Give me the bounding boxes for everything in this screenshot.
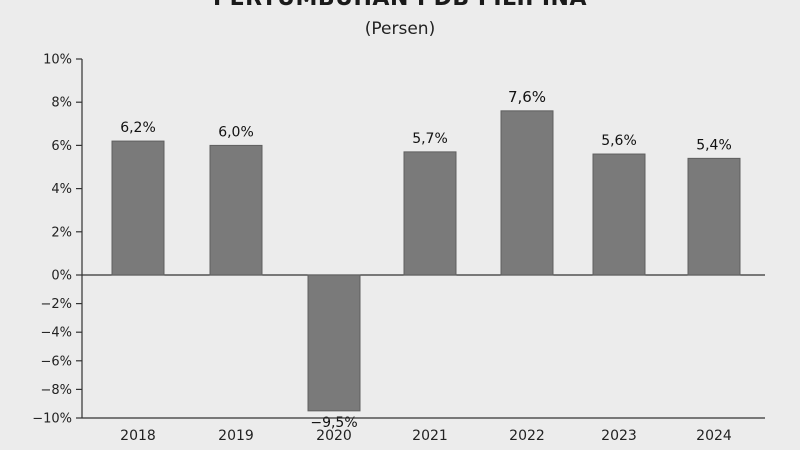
x-tick-label: 2022 [509, 428, 545, 444]
x-tick-label: 2019 [218, 428, 254, 444]
x-tick-label: 2023 [601, 428, 637, 444]
y-tick-label: −10% [32, 412, 72, 427]
data-label-2020: −9,5% [310, 415, 357, 431]
bars [111, 110, 741, 412]
chart-title: PERTUMBUHAN PDB FILIPINA [0, 0, 800, 11]
chart-subtitle: (Persen) [364, 19, 436, 39]
x-tick-label: 2024 [696, 428, 732, 444]
y-tick-label: 10% [43, 53, 72, 68]
y-tick-label: 0% [51, 269, 72, 284]
y-tick-label: −2% [40, 297, 72, 312]
x-axis: 2018 2019 2020 2021 2022 2023 2024 [82, 417, 765, 444]
bar-2021 [403, 151, 457, 276]
y-tick-label: −4% [40, 326, 72, 341]
bar-2020 [307, 274, 361, 412]
y-tick-label: −8% [40, 383, 72, 398]
y-axis: 10% 8% 6% 4% 2% 0% −2% −4% −6% −8% −10% [32, 53, 83, 427]
data-label-2022: 7,6% [508, 88, 546, 106]
bar-2018 [111, 140, 165, 276]
bar-2019 [209, 144, 263, 276]
y-tick-label: 2% [51, 225, 72, 240]
data-label-2023: 5,6% [601, 133, 637, 149]
y-tick-label: 4% [51, 182, 72, 197]
x-tick-label: 2018 [120, 428, 156, 444]
data-labels: 6,2% 6,0% −9,5% 5,7% 7,6% 5,6% 5,4% [120, 88, 732, 431]
x-tick-label: 2020 [316, 428, 352, 444]
y-tick-label: 6% [51, 139, 72, 154]
y-tick-label: 8% [51, 96, 72, 111]
bar-2022 [500, 110, 554, 276]
bar-2024 [687, 157, 741, 276]
y-tick-label: −6% [40, 354, 72, 369]
x-tick-label: 2021 [412, 428, 448, 444]
data-label-2019: 6,0% [218, 124, 254, 140]
data-label-2018: 6,2% [120, 120, 156, 136]
bar-2023 [592, 153, 646, 276]
data-label-2024: 5,4% [696, 137, 732, 153]
data-label-2021: 5,7% [412, 131, 448, 147]
